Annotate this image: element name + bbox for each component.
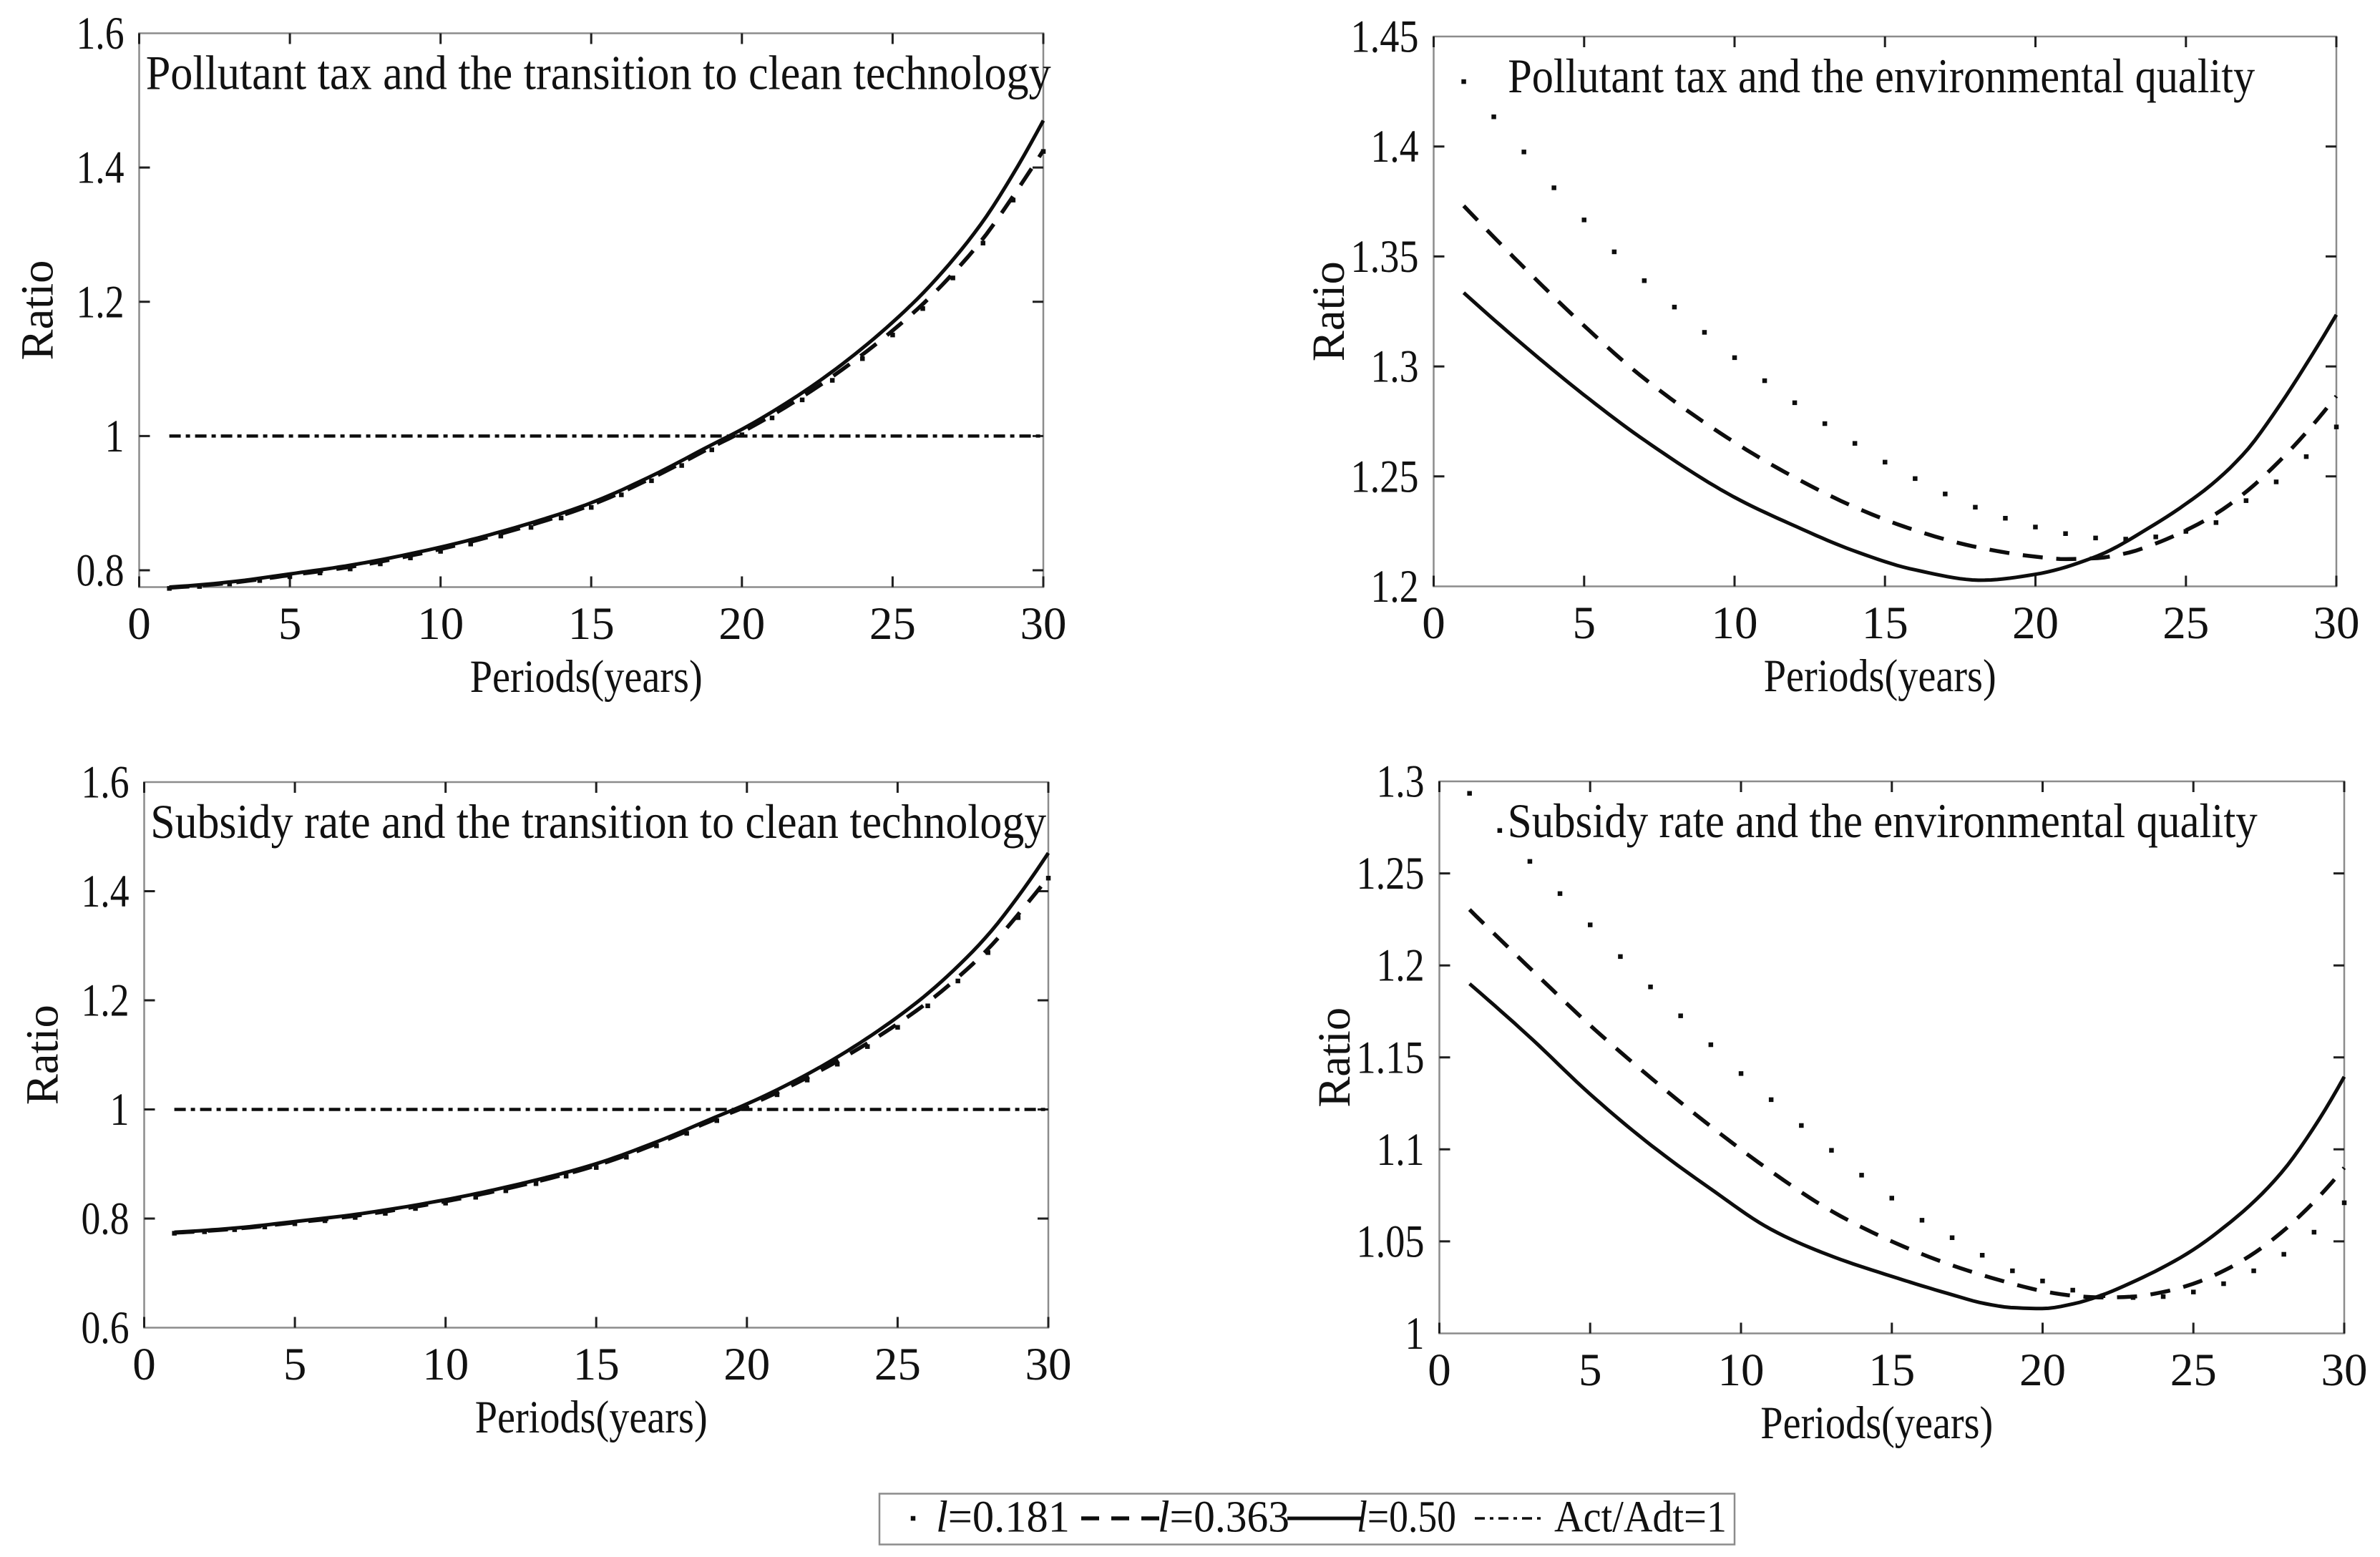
svg-text:10: 10 xyxy=(422,1339,469,1390)
svg-text:0: 0 xyxy=(132,1339,156,1390)
svg-text:Ratio: Ratio xyxy=(17,1005,69,1105)
svg-text:1.15: 1.15 xyxy=(1357,1032,1425,1083)
svg-text:25: 25 xyxy=(2170,1344,2217,1396)
svg-text:l=0.50: l=0.50 xyxy=(1357,1493,1456,1542)
svg-text:Periods(years): Periods(years) xyxy=(475,1392,708,1443)
svg-text:15: 15 xyxy=(1862,597,1908,649)
svg-text:Ratio: Ratio xyxy=(1303,261,1355,361)
svg-text:30: 30 xyxy=(1025,1339,1072,1390)
svg-text:5: 5 xyxy=(1573,597,1596,649)
svg-text:5: 5 xyxy=(278,598,302,650)
svg-text:1.1: 1.1 xyxy=(1377,1124,1425,1176)
svg-text:Periods(years): Periods(years) xyxy=(1760,1397,1993,1449)
svg-text:1.4: 1.4 xyxy=(77,142,125,194)
svg-text:Pollutant tax and the environm: Pollutant tax and the environmental qual… xyxy=(1508,49,2255,103)
svg-text:0.6: 0.6 xyxy=(82,1302,130,1354)
svg-text:Periods(years): Periods(years) xyxy=(470,651,703,703)
svg-text:15: 15 xyxy=(568,598,615,650)
svg-text:1.45: 1.45 xyxy=(1351,11,1419,63)
svg-text:1: 1 xyxy=(110,1084,130,1136)
svg-text:0: 0 xyxy=(1428,1344,1451,1396)
svg-text:1.2: 1.2 xyxy=(1377,940,1425,992)
svg-text:1.2: 1.2 xyxy=(82,975,130,1027)
svg-text:1: 1 xyxy=(1405,1308,1425,1360)
svg-text:20: 20 xyxy=(718,598,765,650)
svg-text:1.4: 1.4 xyxy=(1371,121,1419,172)
svg-text:15: 15 xyxy=(573,1339,620,1390)
svg-text:1.3: 1.3 xyxy=(1377,756,1425,808)
svg-text:l=0.181: l=0.181 xyxy=(936,1493,1070,1542)
svg-text:l=0.363: l=0.363 xyxy=(1158,1493,1289,1542)
svg-text:1.2: 1.2 xyxy=(77,276,125,328)
svg-text:1.35: 1.35 xyxy=(1351,231,1419,283)
svg-text:Act/Adt=1: Act/Adt=1 xyxy=(1554,1493,1727,1542)
svg-text:10: 10 xyxy=(1718,1344,1765,1396)
svg-text:1.3: 1.3 xyxy=(1371,341,1419,393)
svg-text:1.6: 1.6 xyxy=(77,8,125,59)
svg-text:1.25: 1.25 xyxy=(1357,848,1425,899)
svg-text:1.2: 1.2 xyxy=(1371,561,1419,612)
svg-text:Pollutant tax and the transiti: Pollutant tax and the transition to clea… xyxy=(146,46,1051,100)
svg-text:0.8: 0.8 xyxy=(77,545,125,597)
svg-text:30: 30 xyxy=(1020,598,1067,650)
svg-text:20: 20 xyxy=(2012,597,2059,649)
svg-text:15: 15 xyxy=(1868,1344,1915,1396)
svg-text:0.8: 0.8 xyxy=(82,1194,130,1245)
svg-text:0: 0 xyxy=(1422,597,1445,649)
svg-text:25: 25 xyxy=(869,598,916,650)
svg-text:Ratio: Ratio xyxy=(1309,1007,1360,1108)
svg-text:25: 25 xyxy=(874,1339,921,1390)
svg-text:Periods(years): Periods(years) xyxy=(1764,650,1996,702)
svg-text:25: 25 xyxy=(2162,597,2209,649)
svg-text:30: 30 xyxy=(2321,1344,2368,1396)
svg-text:1.6: 1.6 xyxy=(82,757,130,809)
svg-text:10: 10 xyxy=(1712,597,1758,649)
svg-text:30: 30 xyxy=(2313,597,2360,649)
svg-text:20: 20 xyxy=(723,1339,770,1390)
svg-text:20: 20 xyxy=(2019,1344,2066,1396)
svg-text:Ratio: Ratio xyxy=(12,260,64,361)
svg-text:1.05: 1.05 xyxy=(1357,1216,1425,1267)
svg-text:1.25: 1.25 xyxy=(1351,451,1419,502)
svg-text:5: 5 xyxy=(1579,1344,1602,1396)
svg-text:1: 1 xyxy=(105,411,125,462)
svg-text:5: 5 xyxy=(283,1339,307,1390)
svg-text:10: 10 xyxy=(417,598,464,650)
svg-text:0: 0 xyxy=(127,598,151,650)
svg-text:1.4: 1.4 xyxy=(82,866,130,917)
svg-text:Subsidy rate and the transitio: Subsidy rate and the transition to clean… xyxy=(150,794,1046,849)
svg-text:Subsidy rate and the environme: Subsidy rate and the environmental quali… xyxy=(1508,794,2258,848)
